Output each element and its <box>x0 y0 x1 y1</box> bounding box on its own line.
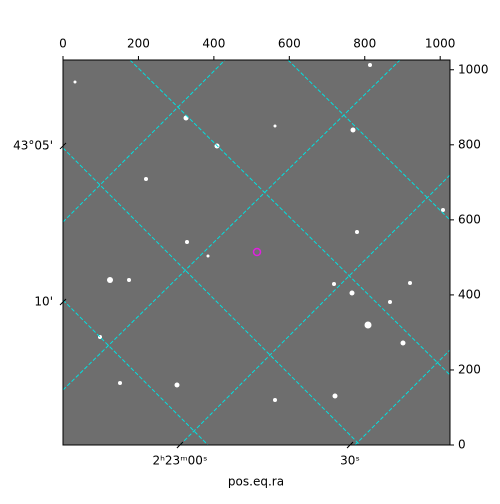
target-marker <box>252 247 262 257</box>
ra-tick <box>176 441 184 449</box>
x-tick-label: 200 <box>127 37 150 51</box>
stars <box>73 63 445 402</box>
ra-tick-label: 30ˢ <box>340 454 360 468</box>
dec-tick <box>59 142 67 150</box>
x-tick-label: 0 <box>59 37 67 51</box>
y-tick-label: 1000 <box>458 62 489 76</box>
x-tick-label: 800 <box>353 37 376 51</box>
y-tick-label: 800 <box>458 137 481 151</box>
dec-tick-label: 10' <box>34 295 53 309</box>
y-tick-label: 400 <box>458 287 481 301</box>
x-tick-label: 1000 <box>425 37 456 51</box>
x-axis-label: pos.eq.ra <box>228 475 284 489</box>
y-tick-label: 600 <box>458 212 481 226</box>
ra-tick <box>346 441 354 449</box>
wcs-grid <box>63 60 450 445</box>
ra-tick-label: 2ʰ23ᵐ00ˢ <box>152 454 207 468</box>
y-tick-label: 0 <box>458 438 466 452</box>
sky-image <box>63 60 450 445</box>
y-tick-label: 200 <box>458 362 481 376</box>
dec-tick <box>59 298 67 306</box>
frame <box>62 59 451 446</box>
x-tick-label: 600 <box>278 37 301 51</box>
dec-tick-label: 43°05' <box>13 138 53 152</box>
x-tick-label: 400 <box>202 37 225 51</box>
